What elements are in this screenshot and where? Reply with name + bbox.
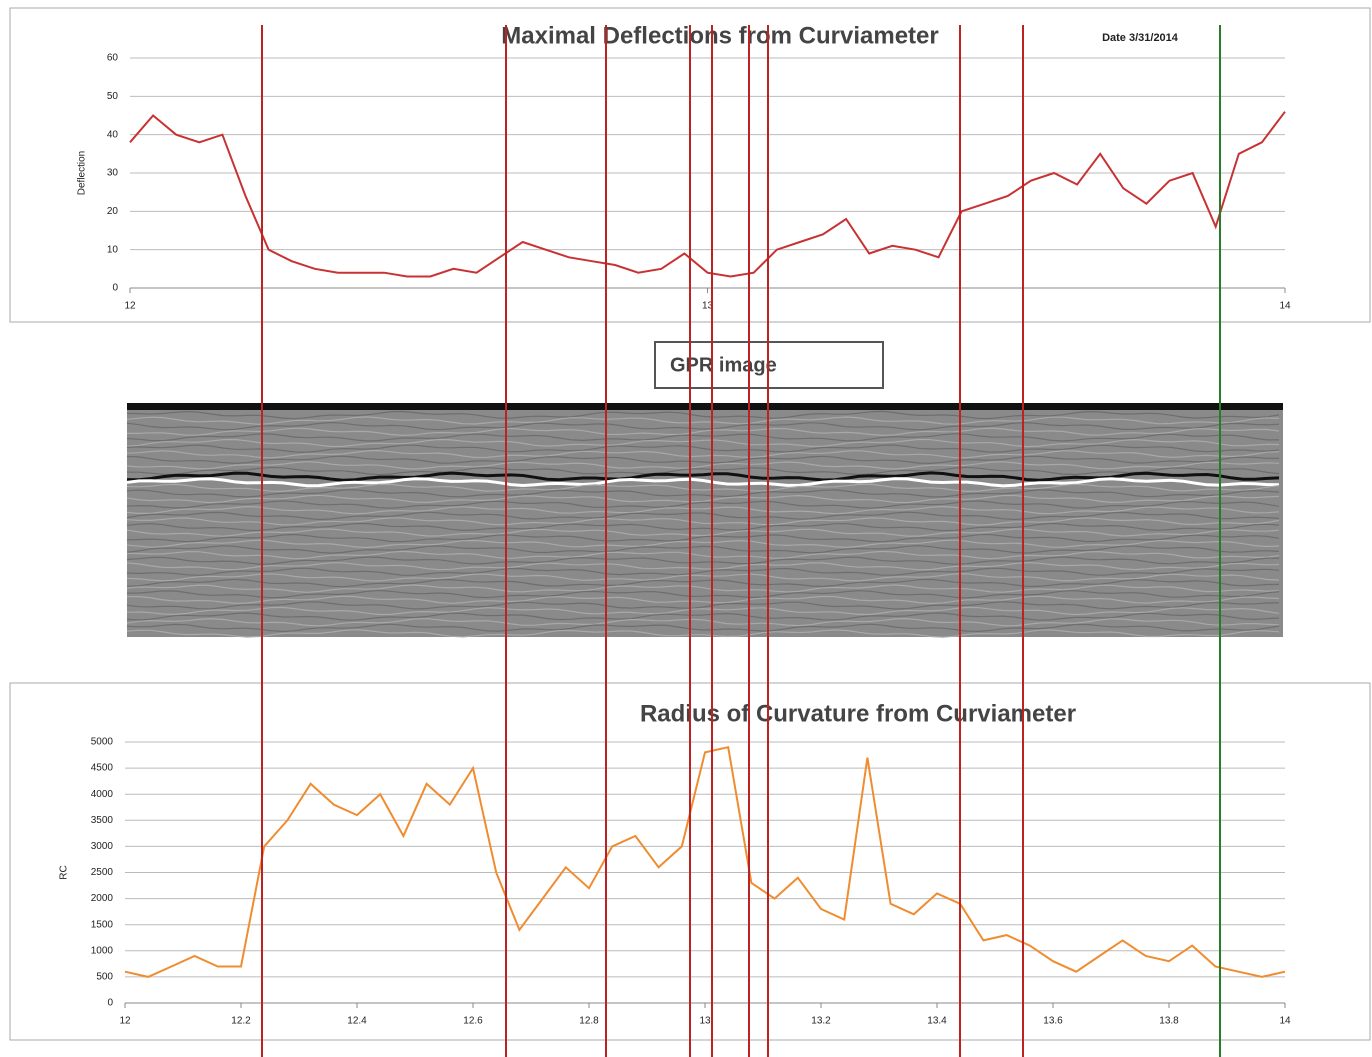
gpr-reflection: [126, 578, 1280, 588]
gpr-band: [127, 403, 1283, 410]
x-tick-label: 12.8: [579, 1016, 599, 1027]
x-tick-label: 13.6: [1043, 1016, 1063, 1027]
x-tick-label: 14: [1279, 301, 1291, 312]
gpr-reflection: [126, 489, 1280, 498]
y-tick-label: 50: [107, 91, 119, 102]
gpr-label: GPR image: [670, 354, 777, 376]
y-tick-label: 0: [107, 998, 113, 1009]
gpr-reflection: [126, 505, 1280, 515]
gpr-reflection: [126, 539, 1280, 549]
y-tick-label: 20: [107, 206, 119, 217]
gpr-reflection: [126, 528, 1280, 537]
gpr-reflection: [126, 573, 1280, 582]
gpr-reflection: [126, 595, 1280, 605]
gpr-reflection: [126, 449, 1280, 459]
annotation: Date 3/31/2014: [1102, 32, 1179, 44]
y-axis-label: RC: [59, 865, 70, 879]
gpr-reflection: [126, 494, 1280, 504]
gpr-reflection: [126, 483, 1280, 493]
gpr-reflection: [126, 617, 1280, 627]
gpr-reflection: [126, 444, 1280, 453]
x-tick-label: 12: [119, 1016, 131, 1027]
y-tick-label: 4000: [91, 789, 114, 800]
gpr-image: [126, 403, 1283, 638]
x-tick-label: 12: [124, 301, 136, 312]
y-tick-label: 500: [96, 972, 113, 983]
y-tick-label: 2500: [91, 867, 114, 878]
gpr-reflection: [126, 550, 1280, 560]
y-tick-label: 4500: [91, 763, 114, 774]
x-tick-label: 12.2: [231, 1016, 251, 1027]
data-line: [129, 111, 1286, 278]
x-tick-label: 13: [702, 301, 714, 312]
gpr-reflection: [126, 433, 1279, 442]
chart-title: Maximal Deflections from Curviameter: [501, 22, 938, 49]
gpr-reflection: [126, 461, 1280, 470]
gpr-reflection: [126, 629, 1280, 638]
data-line: [124, 745, 1286, 978]
gpr-reflection: [126, 561, 1280, 571]
gpr-reflection: [126, 522, 1280, 532]
y-tick-label: 5000: [91, 737, 114, 748]
y-tick-label: 30: [107, 168, 119, 179]
gpr-reflection: [126, 517, 1280, 526]
y-tick-label: 3000: [91, 841, 114, 852]
gpr-reflection: [126, 416, 1280, 425]
gpr-reflection: [126, 584, 1280, 593]
y-tick-label: 60: [107, 53, 119, 64]
x-tick-label: 13.4: [927, 1016, 947, 1027]
gpr-reflection: [126, 438, 1280, 448]
gpr-reflection: [126, 556, 1279, 565]
x-tick-label: 12.6: [463, 1016, 483, 1027]
x-tick-label: 13.8: [1159, 1016, 1179, 1027]
y-axis-label: Deflection: [77, 151, 88, 195]
gpr-reflection: [126, 545, 1280, 554]
gpr-reflection: [126, 500, 1280, 509]
gpr-reflection: [126, 589, 1280, 599]
gpr-reflection: [126, 567, 1280, 576]
y-tick-label: 1000: [91, 945, 114, 956]
y-tick-label: 2000: [91, 893, 114, 904]
gpr-reflection: [126, 606, 1280, 616]
chart-title: Radius of Curvature from Curviameter: [640, 700, 1076, 727]
gpr-reflection: [126, 533, 1280, 543]
y-tick-label: 1500: [91, 919, 114, 930]
y-tick-label: 10: [107, 244, 119, 255]
x-tick-label: 13: [699, 1016, 711, 1027]
gpr-reflection: [126, 455, 1280, 465]
gpr-reflection: [126, 477, 1280, 488]
gpr-reflection: [126, 612, 1280, 621]
gpr-reflection: [126, 623, 1280, 633]
x-tick-label: 14: [1279, 1016, 1291, 1027]
y-tick-label: 3500: [91, 815, 114, 826]
x-tick-label: 13.2: [811, 1016, 831, 1027]
y-tick-label: 40: [107, 129, 119, 140]
gpr-reflection: [126, 601, 1280, 610]
gpr-reflection: [127, 427, 1280, 437]
gpr-reflection: [126, 511, 1280, 521]
x-tick-label: 12.4: [347, 1016, 367, 1027]
gpr-reflection: [126, 410, 1280, 420]
gpr-reflection: [126, 466, 1280, 476]
gpr-reflection: [126, 421, 1280, 431]
gpr-reflection: [126, 471, 1280, 482]
y-tick-label: 0: [112, 283, 118, 294]
